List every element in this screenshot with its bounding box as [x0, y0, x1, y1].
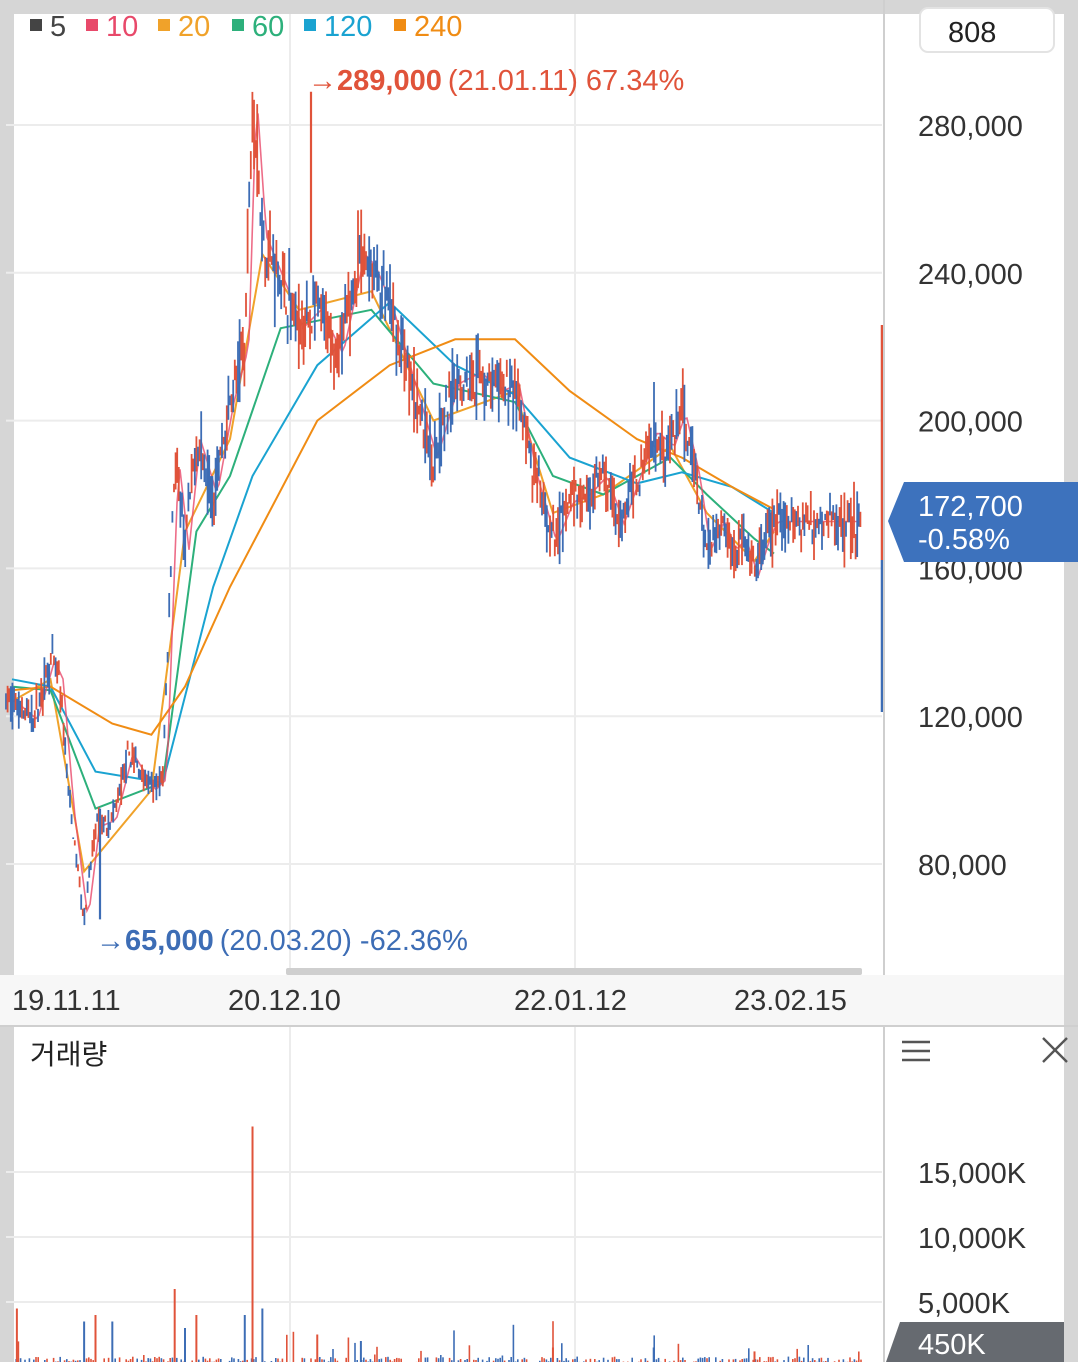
current-price-tag-box — [888, 482, 1078, 562]
price-tick-label: 240,000 — [918, 259, 1023, 291]
volume-tick-label: 10,000K — [918, 1223, 1027, 1255]
high-date: (21.01.11) — [448, 65, 578, 97]
legend-item-120[interactable]: 120 — [304, 11, 372, 43]
time-scrollbar[interactable] — [286, 968, 862, 975]
legend-swatch — [304, 19, 316, 31]
legend-item-10[interactable]: 10 — [86, 11, 138, 43]
current-price: 172,700 — [918, 491, 1023, 523]
time-tick-label: 23.02.15 — [734, 985, 847, 1017]
legend-swatch — [232, 19, 244, 31]
hamburger-menu-icon[interactable] — [902, 1040, 930, 1062]
low-price-annotation: →65,000 (20.03.20) -62.36% — [96, 925, 468, 957]
low-price: 65,000 — [125, 925, 214, 957]
current-price-tag: 172,700-0.58% — [888, 482, 1078, 562]
close-stroke-2 — [1042, 1037, 1068, 1063]
price-tick-label: 280,000 — [918, 111, 1023, 143]
legend-item-20[interactable]: 20 — [158, 11, 210, 43]
legend-label: 5 — [50, 11, 66, 43]
current-volume: 450K — [918, 1329, 986, 1361]
time-tick-label: 20.12.10 — [228, 985, 341, 1017]
low-date: (20.03.20) — [220, 925, 352, 957]
legend-swatch — [30, 19, 42, 31]
legend-swatch — [158, 19, 170, 31]
top-badge-value: 808 — [948, 17, 996, 49]
top-badge: 808 — [919, 7, 1055, 53]
close-icon[interactable] — [1042, 1037, 1068, 1063]
high-price: 289,000 — [337, 65, 442, 97]
top-frame-edge — [0, 0, 1078, 14]
price-tick-label: 80,000 — [918, 850, 1007, 882]
high-arrow: → — [308, 65, 337, 97]
volume-tick-label: 5,000K — [918, 1288, 1011, 1320]
time-axis-band — [0, 975, 1064, 1025]
current-change: -0.58% — [918, 524, 1010, 556]
high-price-annotation: →289,000 (21.01.11) 67.34% — [308, 65, 684, 97]
legend-swatch — [394, 19, 406, 31]
time-tick-label: 22.01.12 — [514, 985, 627, 1017]
top-badge-box — [919, 7, 1055, 53]
price-tick-label: 200,000 — [918, 407, 1023, 439]
low-pct: -62.36% — [360, 925, 468, 957]
current-volume-tag: 450K — [886, 1322, 1064, 1362]
time-tick-label: 19.11.11 — [12, 985, 121, 1017]
low-arrow: → — [96, 925, 125, 957]
legend-label: 120 — [324, 11, 372, 43]
volume-tick-label: 15,000K — [918, 1158, 1027, 1190]
legend-label: 60 — [252, 11, 284, 43]
right-frame-edge — [1064, 0, 1078, 1362]
legend-item-5[interactable]: 5 — [30, 11, 66, 43]
legend-swatch — [86, 19, 98, 31]
price-tick-label: 120,000 — [918, 702, 1023, 734]
legend-label: 20 — [178, 11, 210, 43]
high-pct: 67.34% — [586, 65, 684, 97]
legend-item-240[interactable]: 240 — [394, 11, 462, 43]
volume-panel-title: 거래량 — [30, 1039, 107, 1070]
legend-label: 10 — [106, 11, 138, 43]
legend-label: 240 — [414, 11, 462, 43]
legend-item-60[interactable]: 60 — [232, 11, 284, 43]
current-volume-tag-box — [886, 1322, 1064, 1362]
